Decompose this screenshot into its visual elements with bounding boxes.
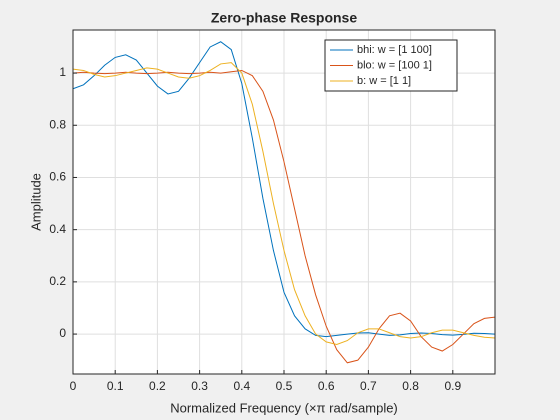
y-axis-label: Amplitude <box>28 173 43 231</box>
y-tick-label: 0.6 <box>49 170 66 184</box>
x-tick-label: 0.1 <box>107 379 124 393</box>
legend-label: b: w = [1 1] <box>357 75 411 87</box>
x-tick-label: 0.6 <box>318 379 335 393</box>
y-tick-label: 0.4 <box>49 222 66 236</box>
chart-title: Zero-phase Response <box>211 10 357 26</box>
x-tick-label: 0.5 <box>276 379 293 393</box>
x-tick-label: 0.8 <box>402 379 419 393</box>
x-tick-label: 0.3 <box>191 379 208 393</box>
x-axis-label: Normalized Frequency (×π rad/sample) <box>170 400 398 415</box>
x-tick-label: 0.2 <box>149 379 166 393</box>
y-tick-label: 0.8 <box>49 117 66 131</box>
x-tick-label: 0.9 <box>444 379 461 393</box>
y-tick-label: 0 <box>59 326 66 340</box>
legend-label: bhi: w = [1 100] <box>357 44 432 56</box>
x-tick-label: 0.4 <box>233 379 250 393</box>
series-line <box>72 69 496 364</box>
series-line <box>72 62 496 346</box>
lines <box>72 41 496 364</box>
x-tick-label: 0 <box>70 379 77 393</box>
legend: bhi: w = [1 100] blo: w = [100 1] b: w = [… <box>324 39 458 92</box>
y-tick-label: 0.2 <box>49 274 66 288</box>
legend-label: blo: w = [100 1] <box>357 59 432 71</box>
x-tick-label: 0.7 <box>360 379 377 393</box>
y-tick-label: 1 <box>59 65 66 79</box>
